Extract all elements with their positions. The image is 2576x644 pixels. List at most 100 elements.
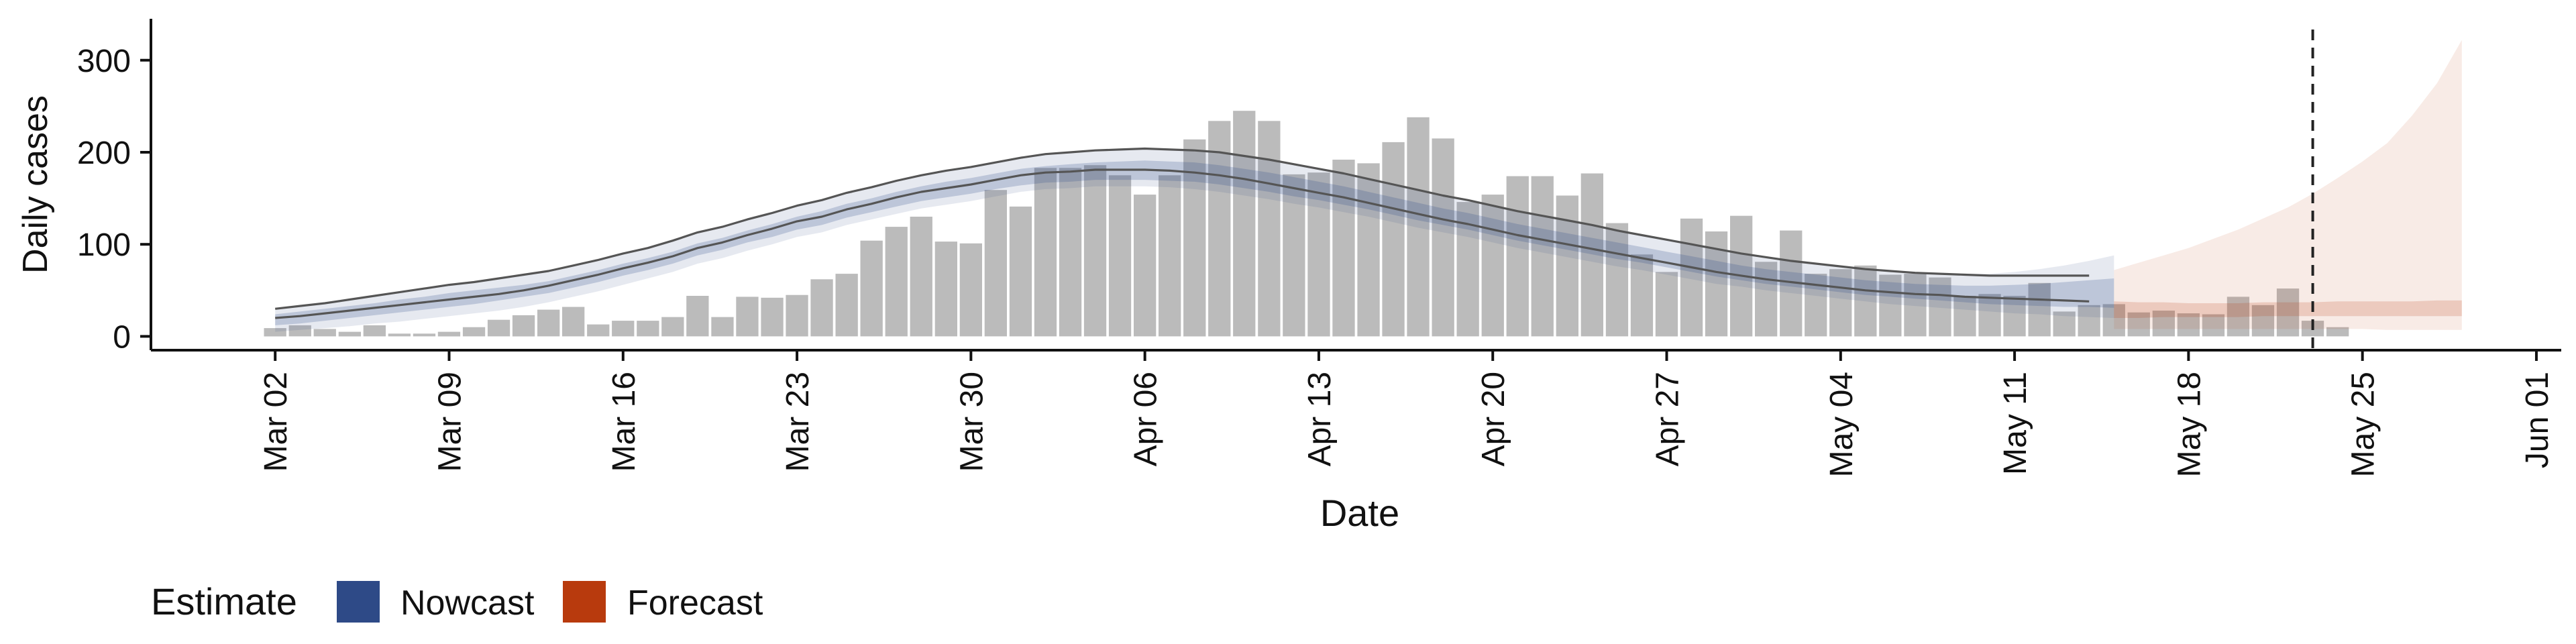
bar [1134, 195, 1157, 337]
bar [1382, 142, 1405, 337]
bar [1755, 262, 1778, 337]
x-tick-label: Apr 27 [1650, 372, 1686, 466]
bar [2202, 314, 2225, 337]
x-tick-label: May 18 [2171, 372, 2207, 477]
bar [984, 190, 1007, 337]
forecast-series [2114, 40, 2462, 330]
bar [835, 274, 858, 337]
bar [1258, 121, 1281, 337]
bar [1083, 165, 1107, 337]
plot-area [264, 30, 2462, 350]
bar [462, 327, 486, 337]
bar [313, 329, 336, 337]
bar [2078, 305, 2100, 337]
bar [1307, 172, 1330, 337]
bar [612, 321, 635, 337]
bar [1208, 121, 1231, 337]
bar [363, 325, 386, 337]
legend: Estimate Nowcast Forecast [151, 580, 763, 623]
x-tick-label: Mar 23 [780, 372, 816, 472]
bar [2177, 313, 2200, 337]
bar [810, 279, 833, 337]
bar [1605, 223, 1629, 337]
bar [2003, 296, 2026, 337]
bar [537, 309, 560, 337]
axes: 0 100 200 300 Mar 02 Mar 09 Mar 16 Mar 23 Mar 3… [16, 19, 2561, 534]
bar [2276, 288, 2300, 337]
bar [1953, 296, 1976, 337]
bar [1630, 254, 1654, 337]
y-tick-label: 0 [113, 319, 131, 355]
bar [959, 243, 982, 337]
bar [1407, 117, 1430, 337]
x-tick-label: May 04 [1824, 372, 1860, 477]
bar [711, 317, 734, 337]
bar [1580, 173, 1603, 337]
bar [637, 321, 659, 337]
forecast-outer-band [2114, 40, 2462, 330]
bar [1481, 195, 1504, 337]
x-tick-label: Mar 16 [606, 372, 642, 472]
bar [1531, 176, 1554, 337]
bar [437, 331, 461, 337]
forecast-inner-band [2114, 300, 2462, 318]
legend-label-forecast: Forecast [627, 584, 763, 623]
bar [1059, 168, 1082, 337]
bar [562, 307, 585, 337]
bar [264, 328, 286, 337]
legend-key-forecast [563, 581, 606, 623]
x-tick-label: Apr 06 [1128, 372, 1164, 466]
bar [1854, 265, 1877, 337]
y-tick-label: 100 [77, 227, 131, 263]
bar [1978, 294, 2001, 337]
x-tick-label: Apr 20 [1476, 372, 1511, 466]
bar [2053, 311, 2076, 337]
bar [1929, 277, 1951, 337]
bar [512, 315, 535, 337]
nowcast-upper-line [275, 147, 2090, 310]
bar [338, 331, 361, 337]
x-axis-title: Date [1320, 492, 1399, 534]
y-tick-label: 300 [77, 44, 131, 79]
bar [736, 297, 759, 337]
bar [910, 217, 932, 337]
y-tick-label: 200 [77, 136, 131, 171]
bar [1829, 269, 1852, 337]
bar [1556, 195, 1578, 337]
bar [934, 241, 957, 337]
bar [2251, 305, 2275, 337]
legend-key-nowcast [337, 581, 380, 623]
x-tick-label: May 25 [2346, 372, 2381, 477]
bar [1034, 168, 1057, 337]
bar [2152, 311, 2175, 337]
bar [1159, 175, 1181, 337]
nowcast-outer-band [275, 148, 2114, 332]
bar [686, 296, 709, 337]
bar [1904, 274, 1927, 337]
bar [1357, 163, 1380, 337]
bar [1506, 176, 1529, 337]
bar [2326, 327, 2349, 337]
bar [413, 333, 436, 337]
y-axis-ticks: 0 100 200 300 [77, 44, 151, 355]
bar [2028, 282, 2051, 337]
legend-title: Estimate [151, 580, 297, 623]
y-axis-title: Daily cases [16, 95, 55, 274]
bar [761, 297, 784, 337]
x-axis-ticks: Mar 02 Mar 09 Mar 16 Mar 23 Mar 30 Apr 06 Apr … [258, 350, 2555, 477]
x-tick-label: Mar 09 [433, 372, 468, 472]
bar [1680, 218, 1703, 337]
bar [885, 227, 908, 337]
nowcast-series [275, 147, 2114, 332]
bar [860, 240, 883, 337]
x-tick-label: Jun 01 [2520, 372, 2555, 468]
bar [1332, 160, 1355, 337]
bar [587, 324, 610, 337]
bar [2226, 297, 2250, 337]
bar [661, 317, 684, 337]
x-tick-label: Mar 30 [954, 372, 989, 472]
x-tick-label: May 11 [1998, 372, 2033, 475]
bar [1432, 138, 1454, 337]
bar [388, 333, 411, 337]
